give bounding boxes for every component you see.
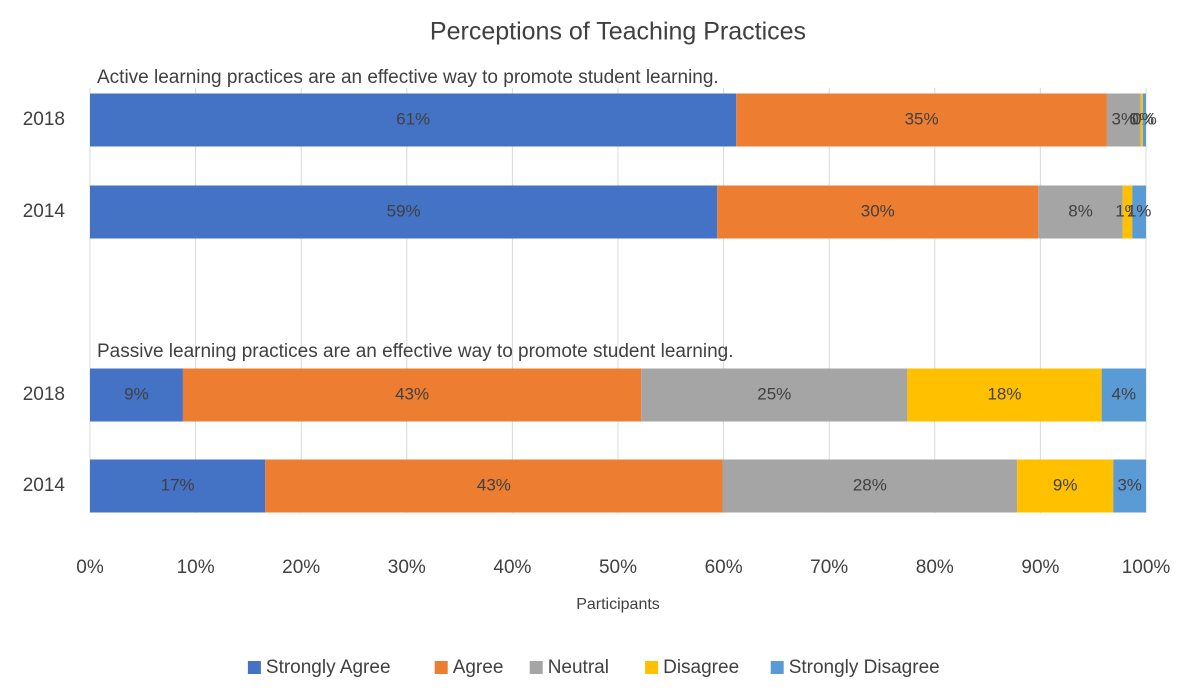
- x-tick-label: 30%: [388, 557, 426, 578]
- bar-segment: [1140, 93, 1143, 147]
- x-axis-title: Participants: [576, 596, 660, 613]
- data-label: 4%: [1112, 384, 1137, 403]
- data-label: 35%: [905, 109, 939, 128]
- legend-swatch: [434, 661, 448, 674]
- bar-segment: [1142, 93, 1146, 147]
- data-label: 59%: [387, 201, 421, 220]
- data-label: 30%: [861, 201, 895, 220]
- legend-label: Disagree: [663, 657, 739, 678]
- bar-segment: [722, 459, 1018, 513]
- data-label: 3%: [1117, 475, 1142, 494]
- x-tick-label: 40%: [493, 557, 531, 578]
- legend-label: Agree: [453, 657, 504, 678]
- bar-segment: [1132, 185, 1146, 239]
- x-tick-label: 70%: [810, 557, 848, 578]
- bar-segment: [717, 185, 1039, 239]
- x-tick-label: 50%: [599, 557, 637, 578]
- section-heading: Passive learning practices are an effect…: [97, 341, 734, 362]
- x-tick-label: 100%: [1122, 557, 1171, 578]
- bar-segment: [907, 368, 1102, 422]
- legend-swatch: [770, 661, 784, 674]
- bar-segment: [641, 368, 908, 422]
- y-tick-label: 2014: [23, 201, 66, 222]
- x-tick-label: 60%: [705, 557, 743, 578]
- bar-segment: [1113, 459, 1146, 513]
- bar-segment: [1038, 185, 1123, 239]
- bar-segment: [90, 368, 183, 422]
- legend-swatch: [529, 661, 543, 674]
- grid: [89, 88, 1147, 513]
- bar-segment: [1122, 185, 1133, 239]
- y-tick-label: 2018: [23, 384, 65, 405]
- x-tick-label: 90%: [1021, 557, 1059, 578]
- y-tick-label: 2014: [23, 475, 66, 496]
- data-label: 17%: [161, 475, 195, 494]
- x-tick-label: 10%: [177, 557, 215, 578]
- legend-swatch: [645, 661, 659, 674]
- bar-segment: [736, 93, 1107, 147]
- data-label: 43%: [395, 384, 429, 403]
- bar-segment: [1106, 93, 1141, 147]
- data-label: 0%: [1132, 109, 1157, 128]
- legend: Strongly Agree Agree Neutral Disagree Strong…: [247, 657, 940, 678]
- data-label: 61%: [396, 109, 430, 128]
- bar-segment: [1101, 368, 1146, 422]
- data-label: 25%: [757, 384, 791, 403]
- x-tick-label: 20%: [282, 557, 320, 578]
- legend-swatch: [247, 661, 261, 674]
- legend-label: Strongly Agree: [266, 657, 391, 678]
- data-label: 9%: [124, 384, 149, 403]
- data-label: 18%: [987, 384, 1021, 403]
- legend-label: Strongly Disagree: [789, 657, 940, 678]
- y-tick-label: 2018: [23, 109, 65, 130]
- data-label: 0%: [1129, 109, 1154, 128]
- section-heading: Active learning practices are an effecti…: [97, 67, 719, 88]
- x-tick-label: 0%: [76, 557, 104, 578]
- legend-label: Neutral: [548, 657, 609, 678]
- bar-segment: [90, 93, 737, 147]
- bar-segment: [90, 185, 718, 239]
- data-label: 9%: [1053, 475, 1078, 494]
- bar-segment: [1017, 459, 1114, 513]
- data-label: 28%: [853, 475, 887, 494]
- data-label: 43%: [477, 475, 511, 494]
- data-label: 8%: [1068, 201, 1093, 220]
- bar-segment: [182, 368, 642, 422]
- data-label: 1%: [1127, 201, 1152, 220]
- bar-segment: [90, 459, 266, 513]
- x-tick-label: 80%: [916, 557, 954, 578]
- chart-title: Perceptions of Teaching Practices: [430, 18, 806, 46]
- data-label: 3%: [1112, 109, 1137, 128]
- bar-segment: [265, 459, 723, 513]
